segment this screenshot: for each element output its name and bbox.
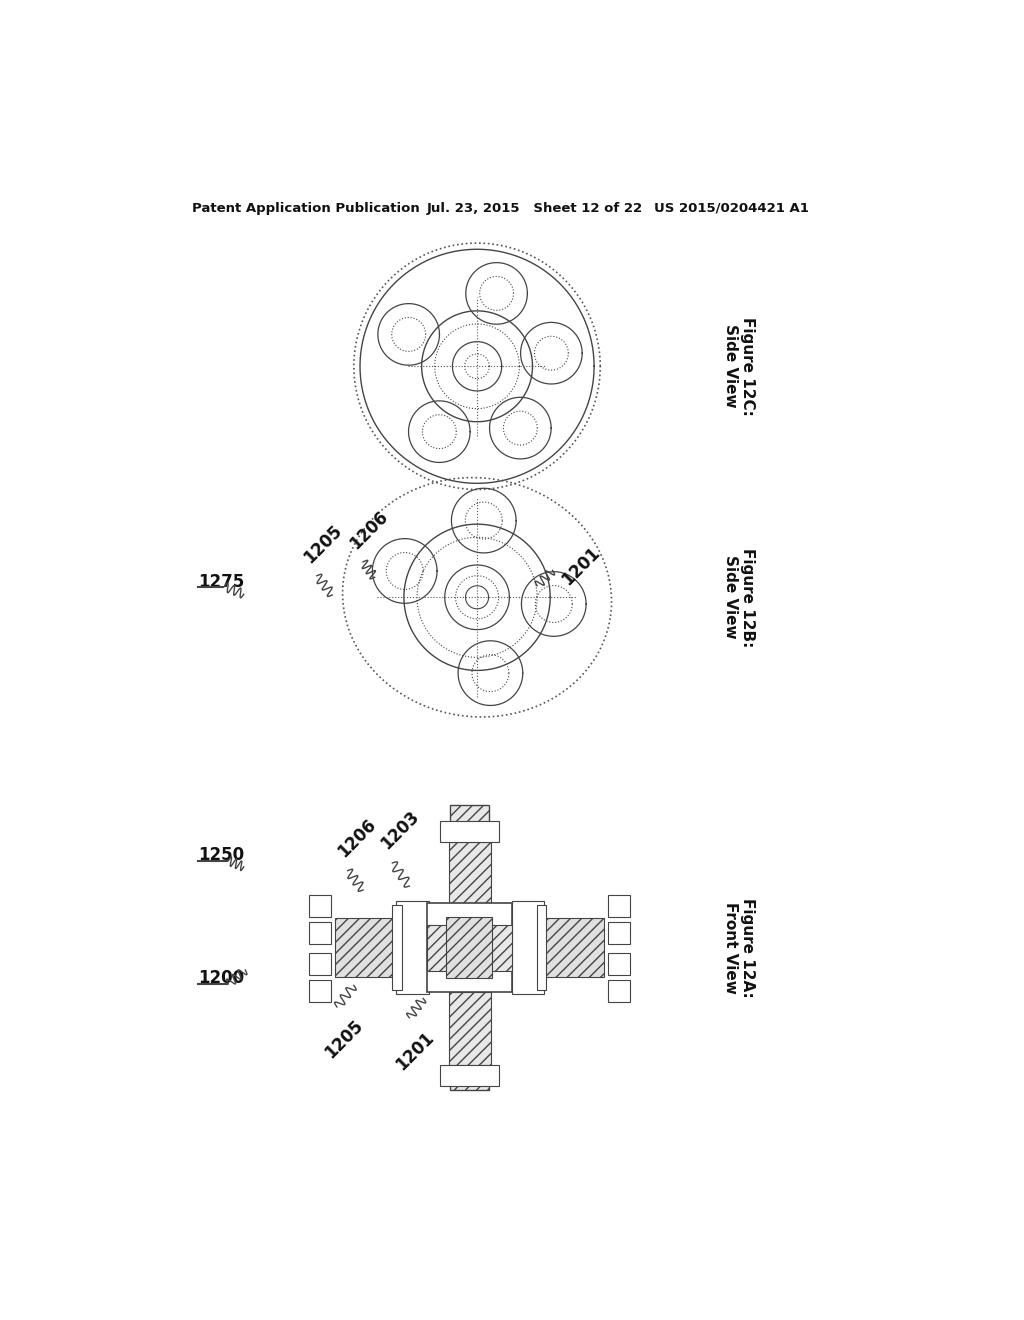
Bar xyxy=(427,924,458,970)
Text: 1205: 1205 xyxy=(322,1016,367,1063)
Bar xyxy=(543,919,604,977)
Bar xyxy=(440,1065,499,1086)
Text: Figure 12A:
Front View: Figure 12A: Front View xyxy=(723,898,755,998)
Bar xyxy=(449,842,490,904)
Bar xyxy=(440,821,499,842)
Text: 1201: 1201 xyxy=(558,544,603,589)
Text: 1206: 1206 xyxy=(346,507,391,553)
Bar xyxy=(309,953,331,974)
Text: Figure 12C:
Side View: Figure 12C: Side View xyxy=(723,317,755,416)
Bar xyxy=(427,903,512,991)
Text: 1201: 1201 xyxy=(392,1028,437,1074)
Bar xyxy=(608,895,630,917)
Bar xyxy=(451,805,488,1090)
Bar xyxy=(396,902,429,994)
Text: 1203: 1203 xyxy=(377,808,422,853)
Bar xyxy=(335,919,396,977)
Bar xyxy=(608,923,630,944)
Bar xyxy=(608,953,630,974)
Bar xyxy=(512,902,544,994)
Bar xyxy=(538,906,547,990)
Text: Patent Application Publication: Patent Application Publication xyxy=(193,202,420,215)
Text: 1200: 1200 xyxy=(199,969,245,987)
Text: 1205: 1205 xyxy=(300,521,345,566)
Bar xyxy=(608,979,630,1002)
Text: Jul. 23, 2015   Sheet 12 of 22: Jul. 23, 2015 Sheet 12 of 22 xyxy=(427,202,643,215)
Bar xyxy=(481,924,512,970)
Bar xyxy=(446,917,493,978)
Text: US 2015/0204421 A1: US 2015/0204421 A1 xyxy=(654,202,809,215)
Text: Figure 12B:
Side View: Figure 12B: Side View xyxy=(723,548,755,647)
Bar xyxy=(449,991,490,1065)
Text: 1206: 1206 xyxy=(335,816,380,861)
Text: 1275: 1275 xyxy=(199,573,245,591)
Text: 1250: 1250 xyxy=(199,846,245,865)
Bar xyxy=(392,906,401,990)
Bar xyxy=(309,895,331,917)
Bar xyxy=(309,923,331,944)
Bar xyxy=(309,979,331,1002)
